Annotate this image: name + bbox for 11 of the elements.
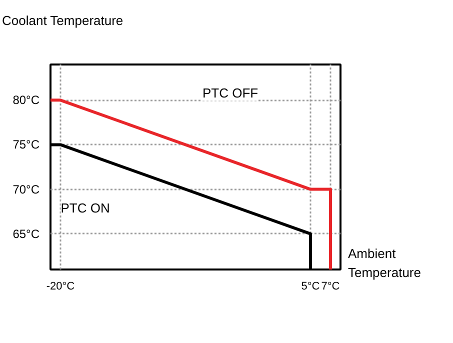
- annotation: PTC OFF: [202, 86, 258, 101]
- x-tick-label: 5°C: [301, 280, 320, 292]
- x-tick-label: -20°C: [46, 280, 75, 292]
- y-tick-label: 70°C: [12, 182, 40, 196]
- x-tick-label: 7°C: [321, 280, 340, 292]
- y-axis-title: Coolant Temperature: [2, 12, 124, 30]
- y-tick-label: 75°C: [12, 138, 40, 152]
- annotation: PTC ON: [60, 200, 110, 216]
- y-tick-label: 65°C: [12, 226, 40, 241]
- x-axis-title: Ambient Temperature: [348, 245, 422, 282]
- y-tick-label: 80°C: [12, 93, 40, 108]
